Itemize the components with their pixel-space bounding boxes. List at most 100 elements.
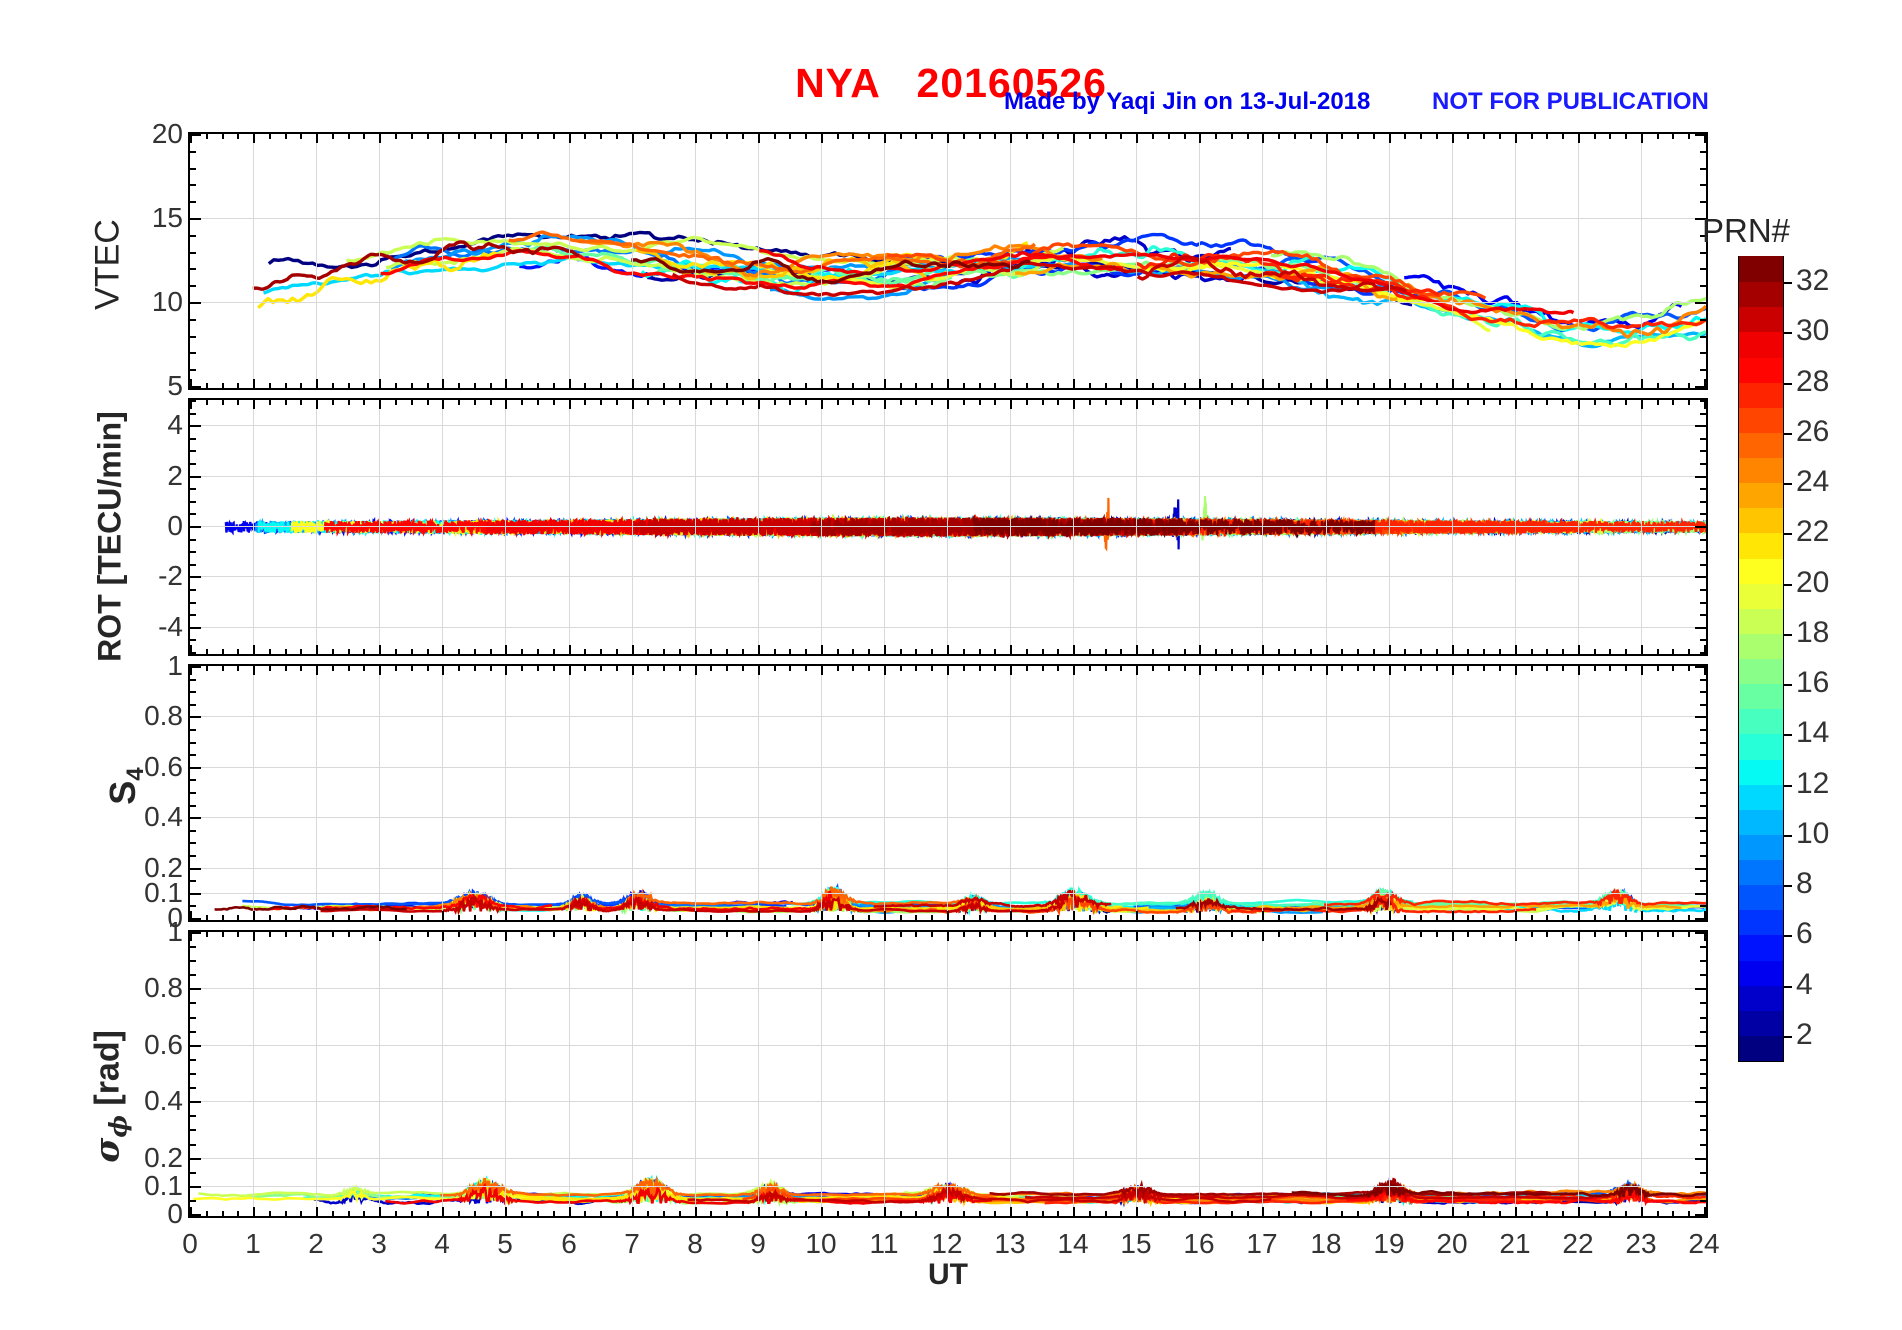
x-tick-minor [1499,383,1501,388]
x-tick-minor [1688,1211,1690,1216]
y-tick-minor [190,639,196,641]
x-tick-minor-top [994,400,996,405]
grid-line-horizontal [190,1186,1706,1187]
y-tick-minor [190,1002,196,1004]
grid-line-horizontal [190,476,1706,477]
x-axis-label: UT [928,1258,968,1291]
x-tick-minor [458,915,460,920]
x-tick-major [1073,379,1075,388]
x-tick-minor-top [553,932,555,937]
grid-line-vertical [253,932,254,1216]
x-tick-major-top [253,134,255,143]
y-tick-major-right [1695,218,1706,220]
x-tick-minor [1341,649,1343,654]
y-tick-minor-right [1700,336,1706,338]
x-tick-minor-top [710,666,712,671]
colorbar[interactable] [1738,256,1792,1062]
x-tick-minor [931,649,933,654]
x-tick-minor [837,915,839,920]
x-tick-major-top [1326,134,1328,143]
x-tick-label: 2 [308,1228,324,1259]
x-tick-label: 22 [1562,1228,1594,1259]
y-tick-minor [190,855,196,857]
x-tick-minor [332,1211,334,1216]
x-tick-minor-top [1294,400,1296,405]
x-tick-major [695,911,697,920]
y-tick-minor [190,513,196,515]
x-tick-minor [852,383,854,388]
x-tick-minor [584,915,586,920]
x-tick-major [1704,1207,1706,1216]
y-tick-minor-right [1700,691,1706,693]
x-tick-minor-top [1546,666,1548,671]
y-tick-minor-right [1700,539,1706,541]
x-tick-minor-top [1089,400,1091,405]
x-tick-minor-top [458,666,460,671]
x-tick-minor [1089,915,1091,920]
x-tick-major-top [1262,134,1264,143]
x-tick-minor-top [1247,666,1249,671]
grid-line-vertical [379,134,380,388]
colorbar-segment [1739,859,1783,886]
x-tick-minor [963,649,965,654]
x-tick-minor-top [206,134,208,139]
x-tick-minor [1042,649,1044,654]
x-tick-minor [900,915,902,920]
x-tick-minor-top [411,134,413,139]
vtec-series-line [513,244,953,286]
x-tick-minor [979,1211,981,1216]
x-tick-minor-top [1373,932,1375,937]
grid-line-vertical [1262,666,1263,920]
x-tick-minor-top [1531,134,1533,139]
x-tick-minor [1483,1211,1485,1216]
x-tick-minor-top [742,400,744,405]
x-tick-minor-top [1483,134,1485,139]
x-tick-minor-top [931,134,933,139]
x-tick-minor-top [490,134,492,139]
y-tick-minor [190,268,196,270]
x-tick-major [379,911,381,920]
y-tick-major [190,868,201,870]
y-tick-minor [190,1017,196,1019]
x-tick-minor-top [1609,666,1611,671]
s4-series-line [873,889,1112,911]
x-tick-minor [1562,383,1564,388]
x-tick-minor-top [679,134,681,139]
x-tick-minor-top [979,666,981,671]
x-tick-minor [237,649,239,654]
y-tick-minor [190,974,196,976]
vtec-series-line [671,261,1407,297]
x-tick-major [632,645,634,654]
x-tick-minor-top [206,932,208,937]
grid-line-vertical [632,666,633,920]
grid-line-vertical [947,400,948,654]
y-tick-label: 10 [151,286,183,317]
x-tick-minor-top [1089,134,1091,139]
sigma-phi-series-line [687,1183,1272,1205]
grid-line-vertical [253,134,254,388]
x-tick-minor [837,649,839,654]
x-tick-minor-top [1420,400,1422,405]
panel-sigma-phi [188,930,1708,1218]
grid-line-horizontal [190,893,1706,894]
x-tick-minor [616,383,618,388]
colorbar-segment [1739,658,1783,685]
x-tick-minor-top [915,400,917,405]
grid-line-vertical [1326,134,1327,388]
colorbar-segment [1739,884,1783,911]
grid-line-vertical [821,134,822,388]
colorbar-segment [1739,607,1783,634]
x-tick-major-top [1389,932,1391,941]
x-tick-minor-top [537,932,539,937]
x-tick-minor-top [1184,932,1186,937]
x-tick-minor-top [931,932,933,937]
x-tick-minor-top [663,134,665,139]
colorbar-segment [1739,482,1783,509]
vtec-series-svg [252,230,1706,349]
y-tick-major [190,526,201,528]
x-tick-minor-top [1294,932,1296,937]
colorbar-segment [1739,934,1783,961]
x-tick-label: 1 [245,1228,261,1259]
x-tick-label: 20 [1436,1228,1468,1259]
y-tick-minor [190,168,196,170]
